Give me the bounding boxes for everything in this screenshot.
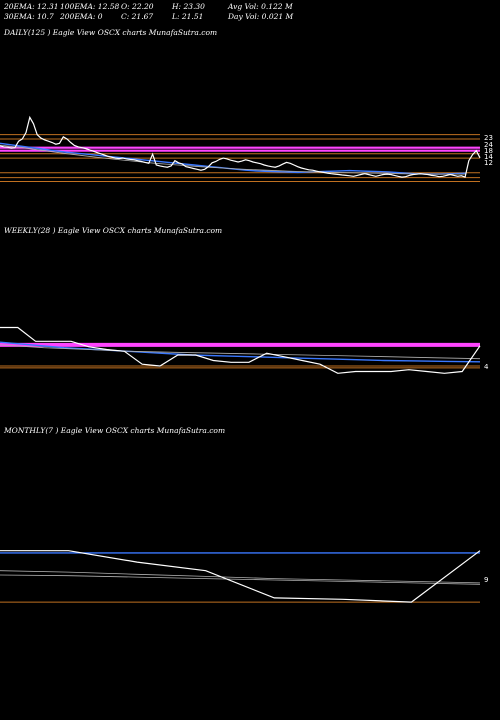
series-line-price — [0, 115, 481, 178]
tick-label: 24 — [484, 141, 493, 149]
weekly-chart-title: WEEKLY(28 ) Eagle View OSCX charts Munaf… — [4, 226, 223, 235]
tick-label: 14 — [484, 153, 493, 161]
series-line-price — [0, 326, 481, 374]
tick-label: 4 — [484, 363, 489, 371]
stat-ema20: 20EMA: 12.31 — [4, 2, 59, 11]
series-line-ema-gray — [0, 144, 466, 175]
stat-open: O: 22.20 — [121, 2, 154, 11]
tick-label: 18 — [484, 147, 493, 155]
stat-close: C: 21.67 — [121, 12, 154, 21]
stat-high: H: 23.30 — [172, 2, 205, 11]
series-line-ema-gray — [0, 570, 481, 584]
weekly-chart: 4 — [0, 326, 489, 374]
stat-ema30: 30EMA: 10.7 — [4, 12, 54, 21]
tick-label: 9 — [484, 576, 488, 584]
series-line-ema-gray — [0, 344, 481, 360]
stat-day-vol: Day Vol: 0.021 M — [228, 12, 294, 21]
monthly-chart-title: MONTHLY(7 ) Eagle View OSCX charts Munaf… — [4, 426, 226, 435]
stat-low: L: 21.51 — [172, 12, 204, 21]
stat-avg-vol: Avg Vol: 0.122 M — [228, 2, 293, 11]
series-line-ema — [0, 341, 481, 363]
stat-ema100: 100EMA: 12.58 — [60, 2, 120, 11]
series-line-price — [0, 550, 481, 603]
daily-chart-title: DAILY(125 ) Eagle View OSCX charts Munaf… — [4, 28, 218, 37]
monthly-chart: 9 — [0, 550, 488, 603]
tick-label: 12 — [484, 159, 493, 167]
series-line-ema-gray — [0, 574, 481, 585]
tick-label: 23 — [484, 134, 493, 142]
stat-ema200: 200EMA: 0 — [60, 12, 103, 21]
